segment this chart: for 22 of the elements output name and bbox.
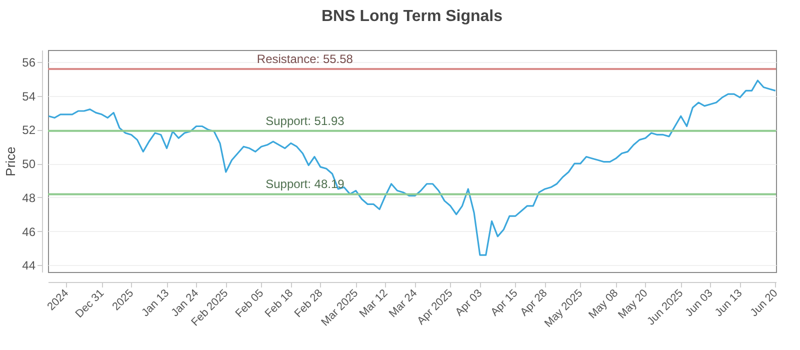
chart-title: BNS Long Term Signals [321,8,503,25]
x-tick-label: Apr 15 [488,287,520,319]
x-tick-label: Jun 20 [748,287,780,320]
x-tick-label: Apr 28 [518,287,550,319]
ref-line-label: Support: 51.93 [266,114,345,128]
y-tick-label: 56 [22,55,36,70]
ref-line-label: Resistance: 55.58 [256,52,354,66]
y-tick-label: 54 [22,89,36,104]
x-tick-label: Feb 28 [292,287,326,320]
x-tick-label: Jun 13 [712,287,745,320]
x-tick-label: Dec 31 [73,287,107,320]
x-tick-label: Mar 24 [386,287,420,320]
y-tick-label: 50 [22,157,36,172]
line-series [48,80,776,256]
x-tick-label: Apr 03 [453,287,485,319]
x-tick-label: Jan 13 [140,287,172,320]
y-tick-label: 48 [22,190,36,205]
y-axis-title: Price [3,146,18,176]
y-tick-label: 52 [22,123,36,138]
y-tick-label: 46 [22,224,36,239]
y-tick-label: 44 [22,258,36,273]
x-tick-label: Jun 03 [683,287,716,320]
